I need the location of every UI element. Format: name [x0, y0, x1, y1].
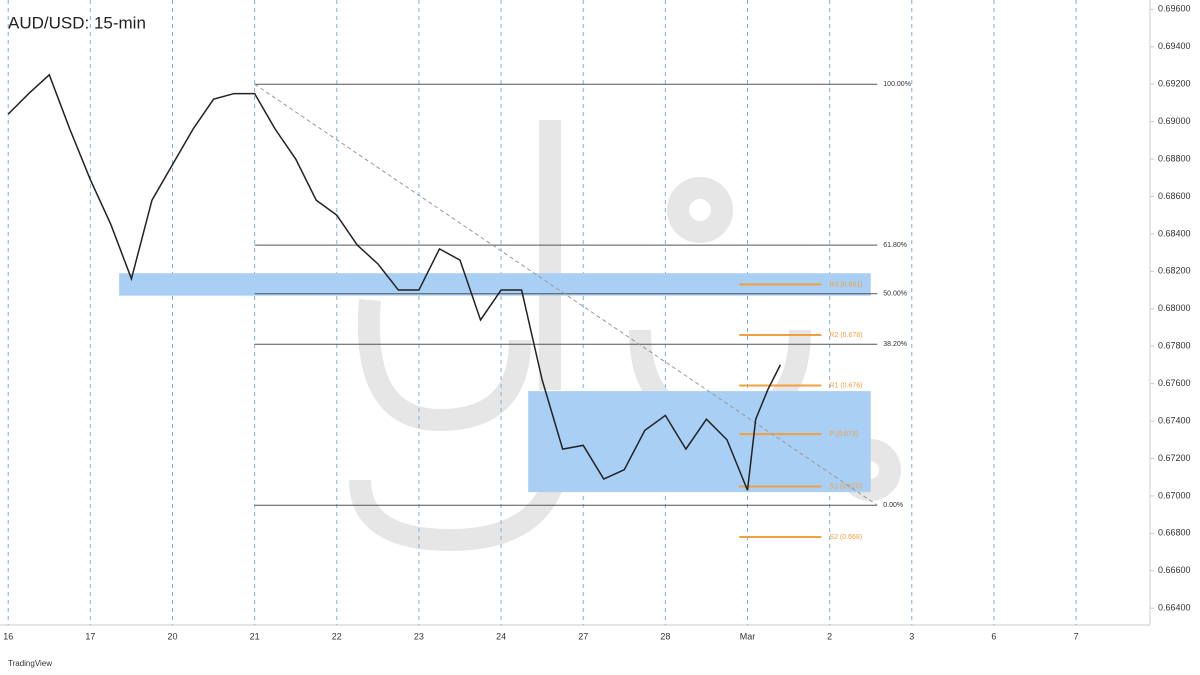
pivot-label: P (0.673): [829, 431, 858, 438]
zone: [528, 391, 871, 493]
pivot-label: R2 (0.678): [829, 332, 862, 339]
price-line: [7, 73, 782, 491]
y-tick-label: 0.69000: [1158, 116, 1191, 126]
x-tick-label: 28: [660, 631, 670, 641]
y-tick-label: 0.69200: [1158, 79, 1191, 89]
y-tick-label: 0.67000: [1158, 490, 1191, 500]
x-tick-label: 3: [909, 631, 914, 641]
pivot-label: S2 (0.668): [829, 534, 862, 541]
x-tick-label: 24: [496, 631, 506, 641]
x-tick-label: 22: [332, 631, 342, 641]
x-tick-label: 23: [414, 631, 424, 641]
y-tick-label: 0.68400: [1158, 228, 1191, 238]
x-tick-label: 16: [3, 631, 13, 641]
pivot-label: R1 (0.676): [829, 382, 862, 389]
x-tick-label: 7: [1074, 631, 1079, 641]
chart-title: AUD/USD: 15-min: [8, 13, 146, 32]
fib-label: 38.20%: [883, 341, 907, 348]
y-tick-label: 0.67200: [1158, 453, 1191, 463]
fib-label: 0.00%: [883, 502, 903, 509]
x-tick-label: 2: [827, 631, 832, 641]
y-tick-label: 0.69400: [1158, 41, 1191, 51]
x-tick-label: 20: [167, 631, 177, 641]
y-tick-label: 0.68800: [1158, 153, 1191, 163]
x-tick-label: Mar: [740, 631, 756, 641]
y-tick-label: 0.68200: [1158, 266, 1191, 276]
trendline: [254, 83, 878, 506]
zone: [119, 273, 871, 296]
y-tick-label: 0.68600: [1158, 191, 1191, 201]
pivot-label: R3 (0.681): [829, 281, 862, 288]
brand: TradingView: [8, 659, 52, 668]
y-tick-label: 0.67800: [1158, 341, 1191, 351]
y-tick-label: 0.69600: [1158, 4, 1191, 14]
x-tick-label: 21: [250, 631, 260, 641]
y-tick-label: 0.68000: [1158, 303, 1191, 313]
x-tick-label: 27: [578, 631, 588, 641]
y-tick-label: 0.66600: [1158, 565, 1191, 575]
x-tick-label: 6: [991, 631, 996, 641]
x-tick-label: 17: [85, 631, 95, 641]
y-tick-label: 0.67600: [1158, 378, 1191, 388]
y-tick-label: 0.66800: [1158, 528, 1191, 538]
y-tick-label: 0.67400: [1158, 415, 1191, 425]
fib-label: 100.00%: [883, 81, 911, 88]
fib-label: 61.80%: [883, 242, 907, 249]
fib-label: 50.00%: [883, 291, 907, 298]
pivot-label: S1 (0.670): [829, 483, 862, 490]
y-tick-label: 0.66400: [1158, 603, 1191, 613]
